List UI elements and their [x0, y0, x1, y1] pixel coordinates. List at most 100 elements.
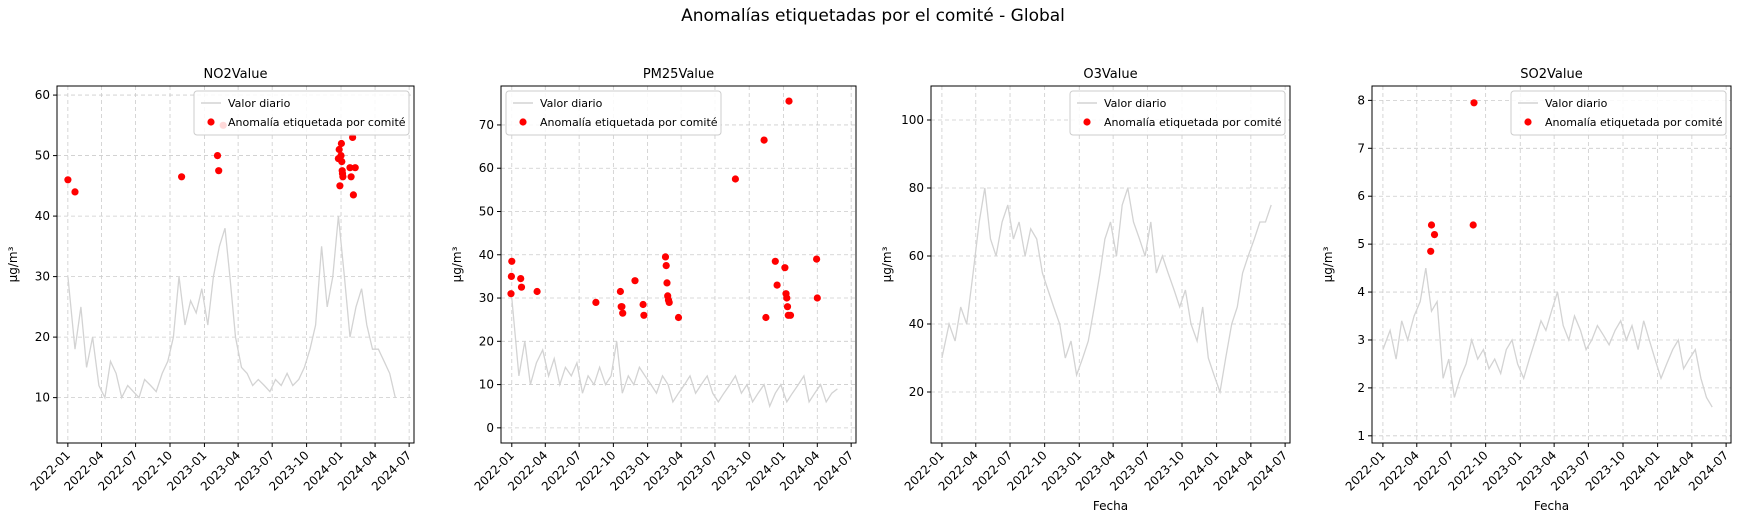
anomaly-point: [631, 277, 639, 285]
y-tick-label: 60: [909, 249, 924, 263]
y-axis-label: µg/m³: [880, 246, 894, 282]
y-tick-label: 6: [1357, 189, 1365, 203]
y-tick-label: 100: [901, 113, 924, 127]
anomaly-point: [639, 300, 647, 309]
y-tick-label: 10: [35, 391, 50, 405]
axes-frame: [56, 85, 415, 444]
legend-marker-swatch: [1083, 118, 1091, 126]
legend-label-valor-diario: Valor diario: [228, 97, 291, 110]
anomaly-point: [351, 164, 359, 172]
anomaly-point: [616, 287, 625, 296]
legend-box: [505, 90, 722, 136]
y-tick-label: 70: [479, 118, 494, 132]
anomaly-point: [1469, 221, 1477, 229]
y-tick-label: 40: [35, 209, 50, 223]
anomaly-point: [783, 294, 791, 302]
anomaly-point: [336, 182, 344, 190]
anomaly-point: [760, 136, 768, 144]
anomaly-point: [592, 298, 600, 306]
anomaly-point: [337, 139, 345, 148]
anomaly-point: [337, 152, 345, 160]
anomaly-point: [339, 173, 347, 181]
anomaly-point: [771, 257, 779, 265]
anomaly-point: [781, 264, 789, 272]
series-line-valor-diario: [1382, 267, 1713, 408]
y-tick-label: 20: [909, 385, 924, 399]
anomaly-point: [1430, 231, 1439, 239]
axes-frame: [930, 85, 1291, 444]
series-line-valor-diario: [511, 297, 838, 409]
anomaly-point: [674, 313, 683, 322]
series-line-valor-diario: [941, 187, 1272, 395]
anomaly-point: [508, 257, 516, 265]
axes-frame: [500, 85, 857, 444]
anomaly-point: [346, 164, 354, 172]
legend-label-anomalia: Anomalía etiquetada por comité: [1104, 116, 1282, 129]
legend-marker-swatch: [1524, 118, 1532, 126]
anomaly-point: [731, 175, 740, 183]
y-tick-label: 20: [479, 334, 494, 348]
y-tick-label: 30: [35, 270, 50, 284]
subplot-title: PM25Value: [643, 67, 714, 82]
anomaly-point: [178, 173, 186, 181]
y-tick-label: 4: [1357, 285, 1365, 299]
x-axis-label: Fecha: [1534, 499, 1569, 513]
anomaly-point: [215, 167, 223, 175]
anomaly-point: [662, 262, 670, 270]
axes-frame: [1371, 85, 1732, 444]
y-tick-label: 40: [479, 248, 494, 262]
anomaly-point: [349, 191, 357, 199]
anomaly-point: [663, 279, 671, 287]
subplot-title: SO2Value: [1520, 67, 1582, 82]
legend-label-valor-diario: Valor diario: [1104, 97, 1167, 110]
y-tick-label: 10: [479, 378, 494, 392]
anomaly-point: [517, 275, 525, 283]
anomaly-point: [773, 281, 781, 289]
series-line-valor-diario: [67, 216, 396, 400]
legend-marker-swatch: [519, 118, 527, 126]
anomaly-point: [64, 176, 72, 184]
figure-title: Anomalías etiquetadas por el comité - Gl…: [681, 6, 1065, 26]
anomaly-point: [533, 287, 541, 296]
anomaly-point: [347, 173, 355, 181]
legend-label-valor-diario: Valor diario: [1545, 97, 1608, 110]
y-axis-label: µg/m³: [450, 246, 464, 282]
anomaly-point: [618, 303, 626, 311]
y-tick-label: 0: [486, 421, 494, 435]
legend-marker-swatch: [207, 118, 215, 126]
y-axis-label: µg/m³: [1321, 246, 1335, 282]
anomaly-point: [1470, 99, 1478, 107]
anomaly-point: [813, 294, 821, 302]
anomaly-point: [665, 298, 673, 306]
y-tick-label: 3: [1357, 333, 1365, 347]
subplot-title: NO2Value: [204, 67, 268, 82]
y-axis-label: µg/m³: [6, 246, 20, 282]
y-tick-label: 80: [909, 181, 924, 195]
y-tick-label: 8: [1357, 93, 1365, 107]
anomaly-point: [507, 272, 515, 280]
y-tick-label: 30: [479, 291, 494, 305]
legend-label-anomalia: Anomalía etiquetada por comité: [1545, 116, 1723, 129]
anomaly-point: [1427, 221, 1436, 229]
anomaly-point: [335, 145, 343, 154]
y-tick-label: 20: [35, 330, 50, 344]
anomaly-point: [783, 303, 792, 311]
anomaly-point: [661, 253, 670, 261]
y-tick-label: 2: [1357, 381, 1365, 395]
anomaly-point: [71, 188, 79, 196]
y-tick-label: 7: [1357, 141, 1365, 155]
anomaly-point: [762, 313, 770, 322]
anomaly-point: [785, 97, 793, 105]
subplot-title: O3Value: [1083, 67, 1137, 82]
anomaly-point: [619, 309, 627, 317]
anomaly-point: [338, 158, 346, 166]
legend-label-anomalia: Anomalía etiquetada por comité: [228, 116, 406, 129]
legend-box: [1069, 90, 1286, 136]
anomaly-point: [349, 133, 357, 141]
legend-label-anomalia: Anomalía etiquetada por comité: [540, 116, 718, 129]
y-tick-label: 50: [479, 204, 494, 218]
anomaly-point: [786, 311, 795, 319]
y-tick-label: 60: [479, 161, 494, 175]
